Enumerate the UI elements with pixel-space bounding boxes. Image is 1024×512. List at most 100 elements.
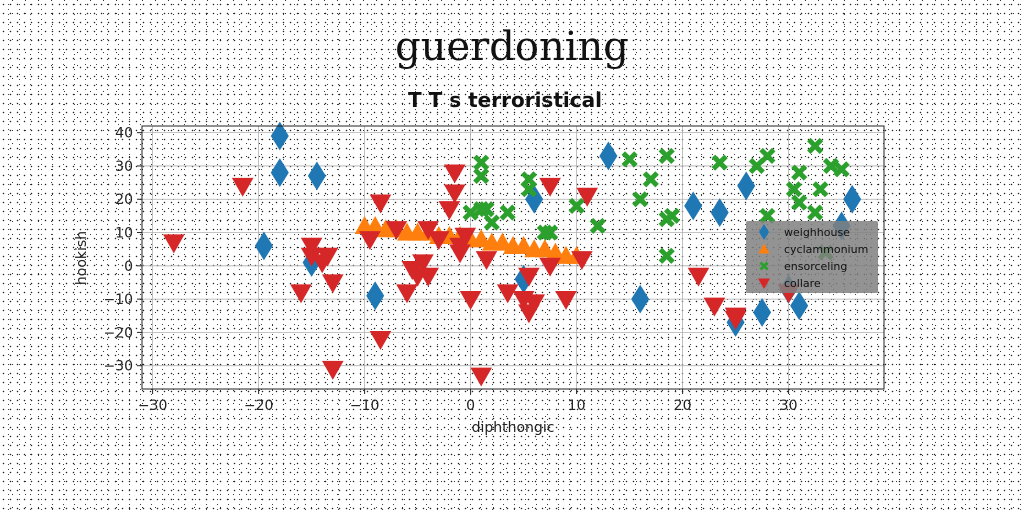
legend-weighhouse-marker (759, 224, 769, 240)
weighhouse-point (843, 184, 862, 214)
collare-point (576, 187, 598, 207)
collare-point (518, 267, 540, 287)
y-tick-label: −30 (103, 359, 133, 375)
weighhouse-point (753, 298, 772, 327)
ensorceling-point (759, 207, 776, 224)
collare-point (385, 221, 408, 241)
collare-point (369, 330, 392, 350)
collare-point (417, 221, 439, 241)
ensorceling-point (791, 164, 808, 181)
collare-point (687, 267, 710, 287)
x-tick-label: 0 (466, 398, 475, 414)
x-tick-label: −10 (350, 398, 380, 414)
y-tick-label: 30 (115, 159, 133, 175)
collare-point (369, 194, 392, 214)
cyclammonium-point (492, 232, 513, 251)
ensorceling-point (658, 247, 675, 264)
collare-point (322, 360, 344, 380)
ensorceling-point (822, 157, 840, 174)
collare-point (496, 284, 519, 304)
collare-point (539, 257, 561, 277)
collare-point (300, 247, 323, 267)
legend-cyclammonium-label: cyclammonium (784, 243, 868, 256)
ensorceling-point (589, 217, 606, 234)
collare-point (443, 164, 466, 184)
weighhouse-point (366, 281, 385, 311)
x-tick-label: 20 (674, 398, 692, 414)
collare-point (475, 251, 498, 270)
collare-point (412, 254, 434, 274)
collare-point (724, 310, 747, 330)
x-tick-label: −20 (244, 398, 274, 414)
weighhouse-point (710, 198, 729, 227)
weighhouse-point (307, 161, 326, 191)
x-tick-label: 10 (568, 398, 586, 414)
collare-point (417, 267, 439, 287)
ensorceling-point (711, 154, 728, 171)
ensorceling-point (759, 147, 776, 165)
y-tick-label: −10 (103, 292, 133, 308)
x-axis-label: diphthongic (472, 420, 555, 436)
ensorceling-point (478, 201, 495, 218)
collare-point (163, 234, 185, 254)
ensorceling-point (462, 204, 479, 221)
cyclammonium-point (545, 242, 566, 261)
weighhouse-point (254, 231, 273, 261)
collare-point (231, 177, 254, 197)
collare-point (300, 237, 323, 257)
collare-point (396, 284, 418, 304)
ensorceling-point (473, 167, 490, 184)
y-tick-label: 20 (115, 192, 133, 208)
weighhouse-point (525, 184, 544, 214)
collare-point (571, 251, 593, 270)
x-tick-label: 30 (780, 398, 798, 414)
ensorceling-point (658, 147, 675, 165)
ensorceling-point (807, 204, 824, 221)
collare-point (459, 291, 482, 310)
ensorceling-point (621, 151, 638, 168)
plot-frame (141, 125, 885, 390)
weighhouse-point (270, 158, 289, 188)
weighhouse-point (631, 284, 650, 314)
ensorceling-point (642, 171, 659, 188)
collare-point (539, 177, 561, 197)
ensorceling-point (807, 137, 824, 155)
y-axis-ticks: −30 −20 −10 0 10 20 30 40 (103, 126, 142, 375)
ensorceling-point (812, 181, 829, 198)
data-points (163, 121, 862, 387)
y-tick-label: 10 (115, 226, 133, 242)
weighhouse-point (599, 141, 618, 171)
cyclammonium-point (365, 215, 386, 234)
legend-cyclammonium-marker (758, 243, 770, 254)
legend-ensorceling-label: ensorceling (784, 260, 847, 273)
collare-point (322, 274, 344, 294)
legend-collare-label: collare (784, 277, 821, 290)
cyclammonium-point (534, 239, 555, 258)
legend: weighhouse cyclammonium ensorceling collare (746, 221, 878, 293)
ensorceling-point (658, 211, 675, 228)
weighhouse-point (790, 291, 809, 321)
x-tick-label: −30 (138, 398, 168, 414)
collare-point (316, 247, 339, 267)
weighhouse-point (737, 171, 756, 201)
collare-point (454, 227, 477, 247)
legend-weighhouse-label: weighhouse (784, 226, 850, 239)
cyclammonium-point (471, 229, 492, 248)
y-tick-label: 0 (124, 259, 133, 275)
legend-ensorceling-marker (759, 261, 769, 271)
ensorceling-point (520, 181, 537, 198)
weighhouse-point (684, 191, 703, 221)
ensorceling-point (473, 154, 490, 171)
y-axis-label: hookish (74, 231, 90, 285)
collare-point (470, 367, 492, 387)
collare-point (428, 231, 450, 250)
collare-point (523, 294, 545, 314)
ensorceling-point (785, 181, 802, 198)
ensorceling-point (499, 204, 516, 221)
collare-point (443, 184, 466, 204)
chart-title: T T s terroristical (408, 88, 602, 112)
weighhouse-point (270, 121, 289, 151)
ensorceling-point (542, 224, 559, 241)
collare-point (290, 284, 312, 304)
